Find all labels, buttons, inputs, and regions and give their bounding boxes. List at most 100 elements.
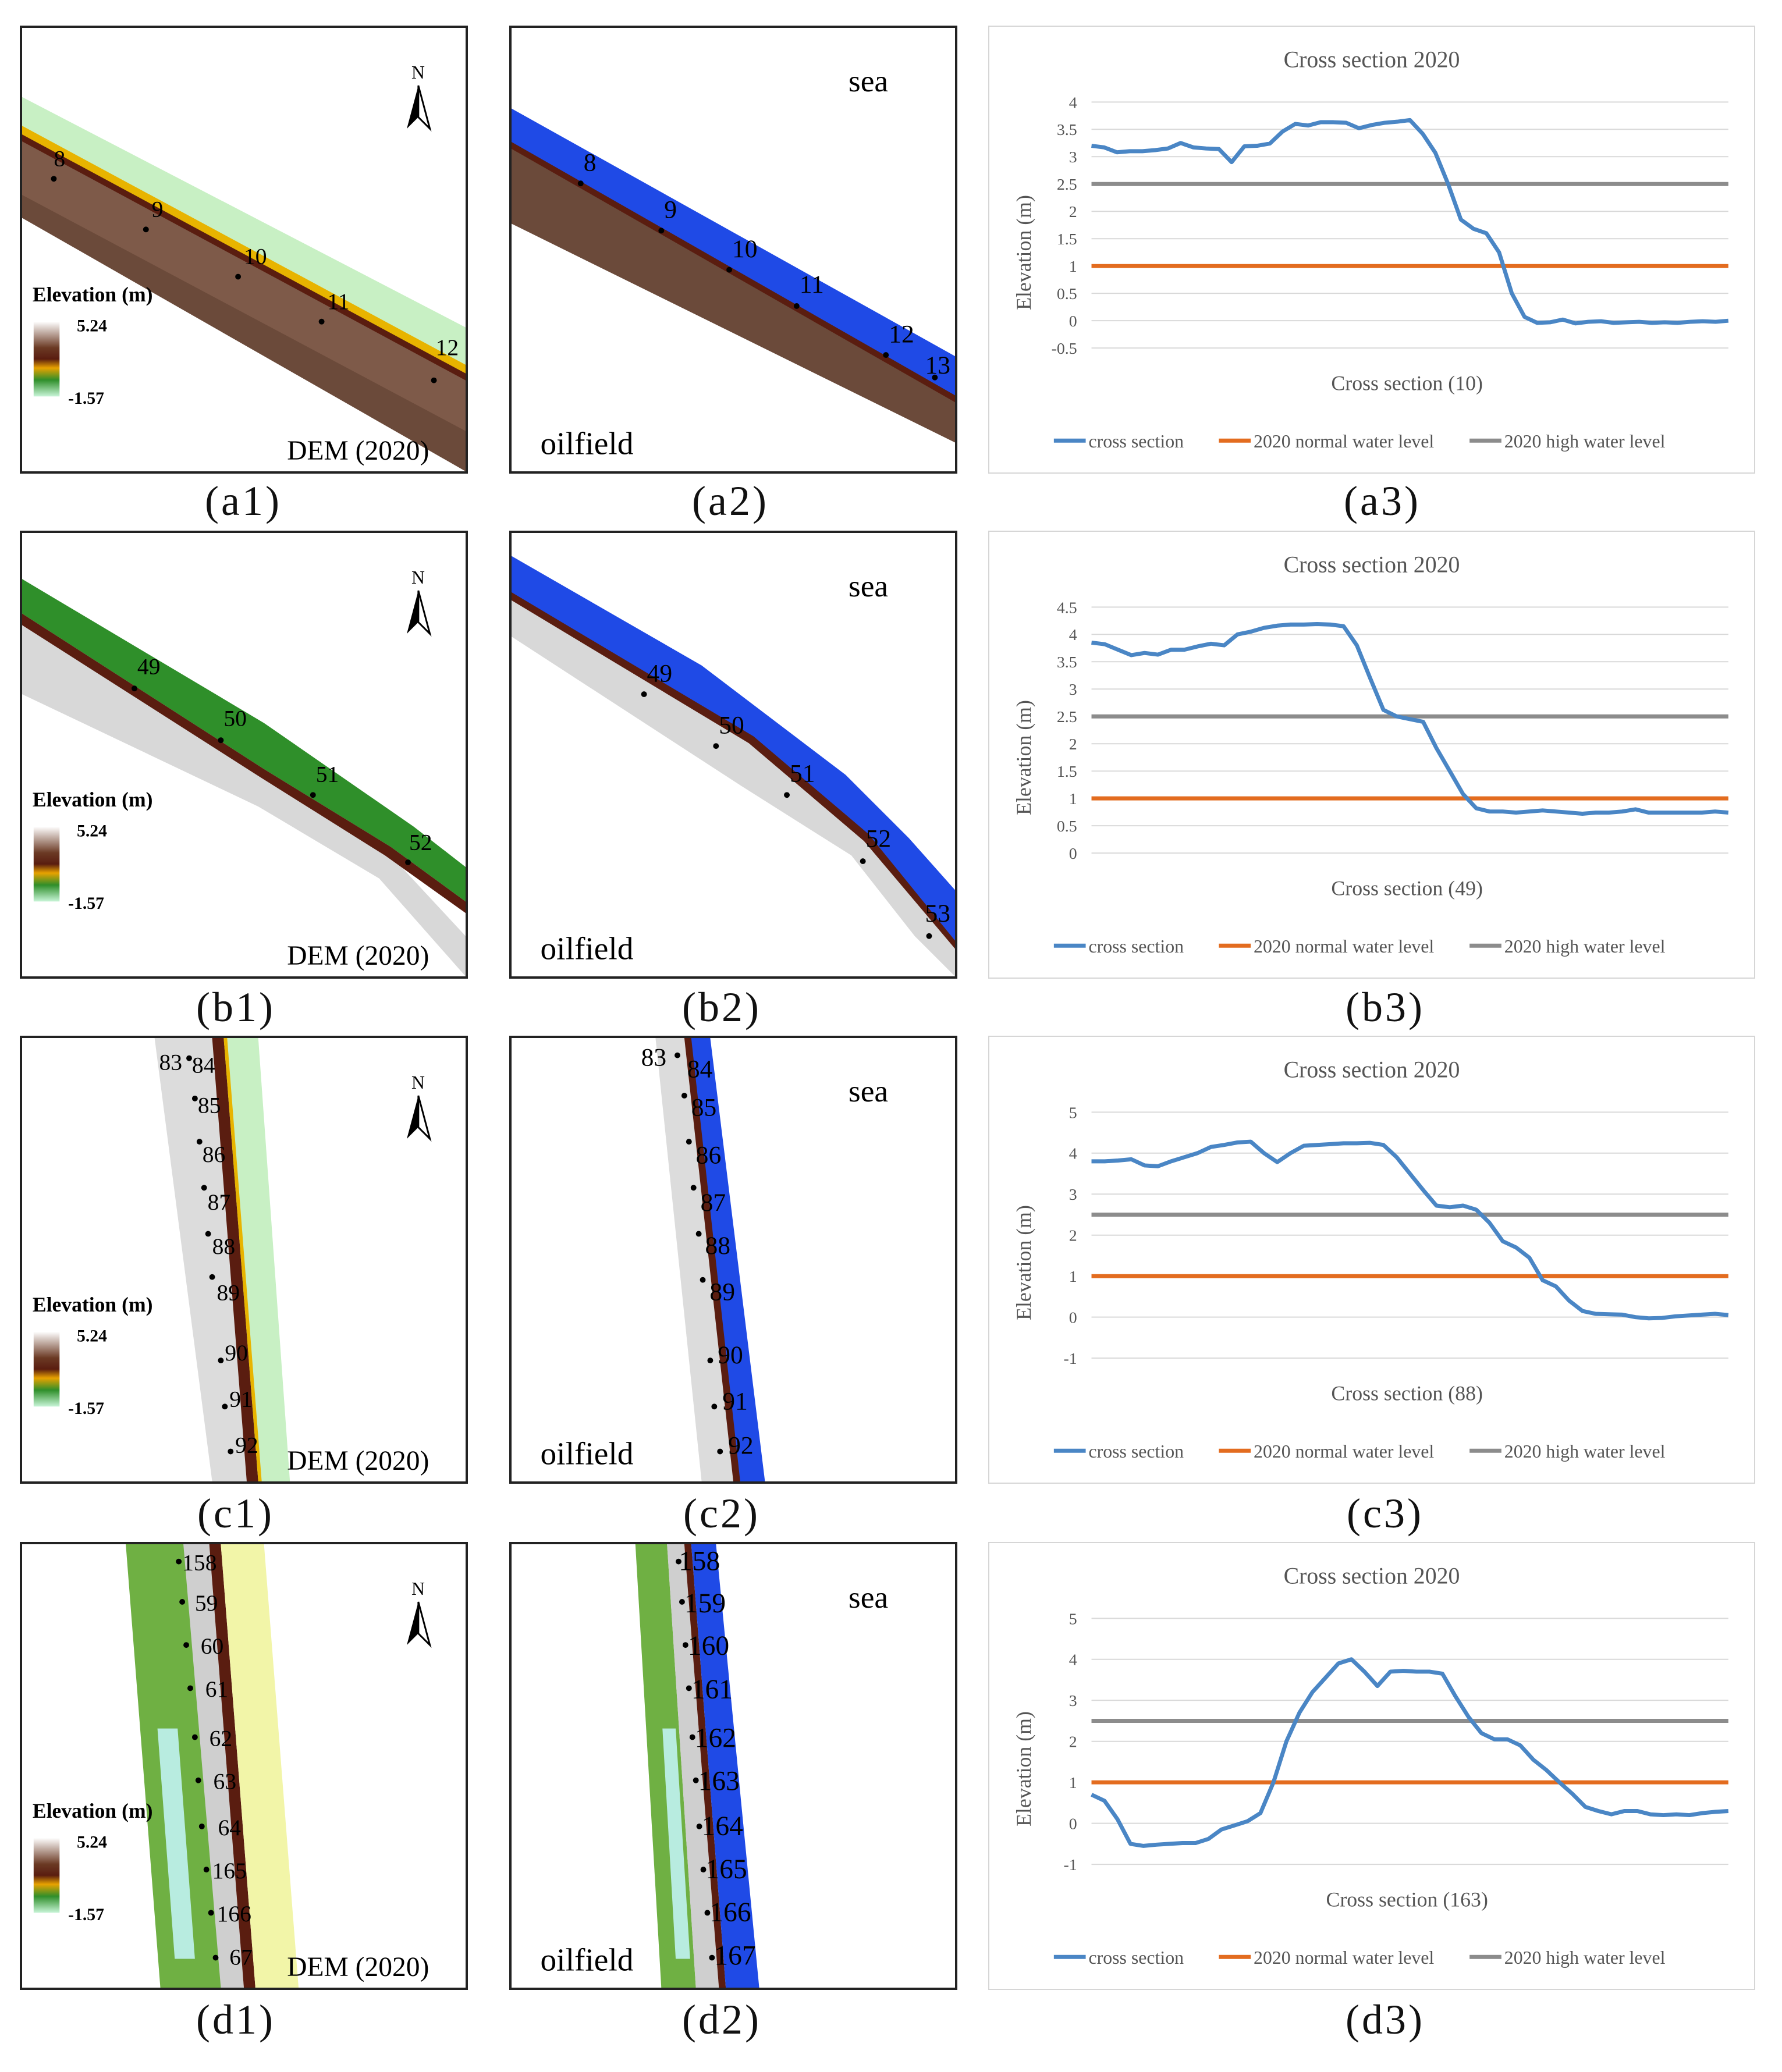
north-label: N: [411, 1579, 425, 1599]
vegetation-band: [22, 579, 466, 902]
x-axis-label: Cross section (163): [1326, 1888, 1488, 1911]
point-label: 90: [225, 1340, 248, 1366]
sea-band: [690, 1038, 765, 1481]
point-label: 160: [688, 1631, 729, 1661]
y-tick-label: -0.5: [1052, 340, 1077, 358]
y-tick-label: 2.5: [1057, 708, 1077, 726]
north-arrow-icon: [407, 85, 432, 132]
point-label: 163: [698, 1767, 740, 1797]
point-markers: [51, 176, 437, 383]
point-label: 164: [702, 1811, 744, 1842]
caption-b2: (b2): [682, 984, 761, 1030]
north-label: N: [411, 567, 425, 588]
point-label: 8: [54, 146, 65, 172]
chart-b3: Cross section 2020 Elevation (m) 4.5 4 3.5…: [1012, 552, 1729, 957]
grid-lines: [1091, 101, 1728, 349]
legend-item: 2020 normal water level: [1254, 936, 1434, 957]
map-c1: 83 84 85 86 87 88 89 90 91 92 N Elevatio…: [20, 1036, 468, 1484]
dike-crest: [684, 1038, 740, 1481]
chart-panel-b3: Cross section 2020 Elevation (m) 4.5 4 3.5…: [988, 531, 1755, 979]
legend-title: Elevation (m): [33, 1293, 153, 1316]
point-label: 50: [223, 706, 247, 731]
dike-crest: [684, 1544, 726, 1988]
dem-map-d1: 158 59 60 61 62 63 64 165 166 67 N Eleva…: [33, 1544, 432, 1988]
y-tick-label: 3: [1069, 1186, 1077, 1204]
grid-lines: [1091, 1111, 1728, 1359]
chart-title: Cross section 2020: [1284, 1057, 1460, 1083]
point-markers: [186, 1055, 234, 1455]
point-label: 83: [159, 1049, 183, 1075]
x-axis-label: Cross section (10): [1331, 372, 1483, 395]
point-markers: [176, 1558, 219, 1961]
y-tick-label: 3: [1069, 1692, 1077, 1710]
point-label: 89: [216, 1280, 240, 1305]
dike-crest: [512, 141, 955, 403]
water-levels: [1091, 1213, 1728, 1278]
point-label: 51: [316, 762, 339, 787]
sea-label: sea: [849, 1580, 888, 1615]
shallow-band: [22, 97, 466, 368]
sea-map-c2: 83 84 85 86 87 88 89 90 91 92 sea oilfie…: [540, 1038, 888, 1481]
north-arrow-icon: [407, 1601, 432, 1648]
pond: [157, 1728, 195, 1959]
y-tick-label: 2: [1069, 735, 1077, 754]
y-tick-label: 1.5: [1057, 763, 1077, 781]
legend-max: 5.24: [77, 1327, 107, 1346]
legend-item: cross section: [1089, 1947, 1184, 1968]
caption-d3: (d3): [1346, 1996, 1425, 2043]
legend-item: cross section: [1089, 936, 1184, 957]
y-tick-label: 4: [1069, 1145, 1077, 1163]
y-tick-label: 3: [1069, 681, 1077, 699]
legend-max: 5.24: [77, 317, 107, 336]
y-tick-label: 0: [1069, 845, 1077, 863]
dike-crest: [209, 1544, 255, 1988]
point-label: 88: [705, 1232, 731, 1260]
point-label: 162: [695, 1723, 736, 1753]
sea-band: [512, 556, 955, 942]
y-tick-label: 1: [1069, 1268, 1077, 1286]
shallow-band: [221, 1038, 290, 1481]
dem-map-a1: 8 9 10 11 12 N Elevation (m) 5.24 -1.57 …: [22, 62, 466, 471]
cross-section-line: [1091, 1139, 1729, 1321]
dike-crest: [212, 1038, 258, 1481]
caption-a1: (a1): [205, 478, 282, 524]
point-label: 92: [235, 1433, 258, 1458]
water-levels: [1091, 182, 1728, 268]
oilfield-label: oilfield: [540, 930, 633, 966]
y-tick-label: 1: [1069, 258, 1077, 276]
map-b1: 49 50 51 52 N Elevation (m) 5.24 -1.57 D…: [20, 531, 468, 979]
point-label: 166: [216, 1901, 251, 1927]
chart-title: Cross section 2020: [1284, 552, 1460, 578]
dike-crest: [22, 134, 466, 381]
y-ticks: 4.5 4 3.5 3 2.5 2 1.5 1 0.5 0: [1057, 599, 1077, 863]
legend-ramp: [33, 1838, 60, 1913]
y-tick-label: 2: [1069, 1733, 1077, 1751]
point-markers: [132, 685, 411, 866]
point-label: 63: [214, 1769, 237, 1794]
legend-title: Elevation (m): [33, 788, 153, 811]
point-label: 85: [691, 1094, 717, 1122]
point-label: 86: [203, 1142, 226, 1167]
oilfield-label: oilfield: [540, 425, 633, 461]
y-axis-label: Elevation (m): [1012, 1205, 1035, 1320]
map-b2: 49 50 51 52 53 sea oilfield: [509, 531, 957, 979]
grid-lines: [1091, 1618, 1728, 1865]
sea-band: [512, 108, 955, 397]
shallow-band: [221, 1544, 299, 1988]
y-axis-label: Elevation (m): [1012, 195, 1035, 310]
chart-panel-d3: Cross section 2020 Elevation (m) 5 4 3 2 1 0 -…: [988, 1542, 1755, 1990]
point-label: 87: [701, 1189, 726, 1217]
point-label: 8: [584, 148, 597, 176]
point-label: 10: [244, 244, 267, 269]
point-label: 159: [684, 1588, 726, 1619]
point-label: 91: [722, 1387, 748, 1415]
x-axis-label: Cross section (88): [1331, 1382, 1483, 1405]
water-levels: [1091, 714, 1728, 801]
y-tick-label: 0: [1069, 1815, 1077, 1833]
caption-d2: (d2): [682, 1996, 761, 2043]
caption-a3: (a3): [1344, 478, 1421, 524]
point-label: 53: [925, 900, 951, 927]
point-label: 49: [137, 653, 161, 679]
legend-max: 5.24: [77, 1833, 107, 1852]
point-label: 84: [192, 1052, 215, 1078]
